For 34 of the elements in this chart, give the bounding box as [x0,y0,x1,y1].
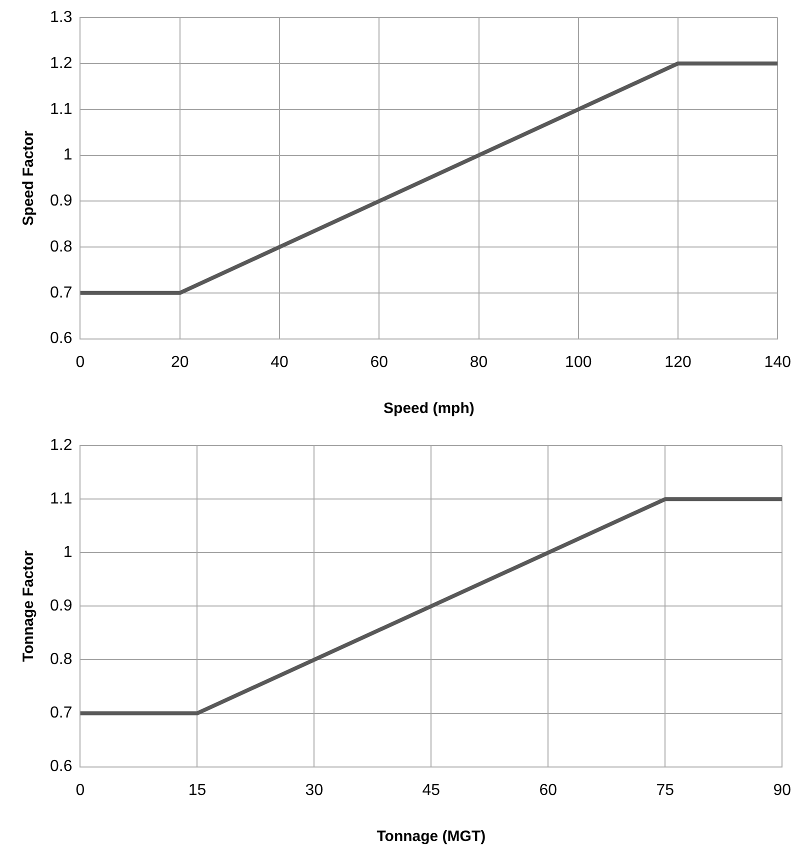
y-tick-label: 0.8 [50,238,72,256]
x-tick-label: 30 [305,782,324,799]
x-tick-label: 0 [76,782,85,799]
y-tick-label: 0.9 [50,192,72,210]
x-tick-label: 15 [188,782,206,799]
y-tick-label: 1.2 [50,54,72,72]
x-tick-label: 75 [656,782,674,799]
x-tick-label: 80 [470,354,488,371]
y-tick-label: 1.1 [50,490,72,508]
x-tick-label: 40 [270,354,288,371]
y-axis-title: Speed Factor [20,130,38,226]
x-tick-label: 120 [664,354,692,371]
y-axis-title: Tonnage Factor [20,550,38,662]
x-tick-label: 60 [370,354,388,371]
y-tick-label: 0.8 [50,651,72,668]
x-tick-label: 140 [764,354,792,371]
x-tick-label: 90 [773,782,792,799]
x-tick-label: 100 [565,354,592,371]
y-tick-label: 0.9 [50,598,72,615]
x-axis-title: Speed (mph) [384,400,474,418]
y-tick-label: 1.3 [50,9,72,26]
y-tick-label: 1.1 [50,100,72,118]
y-tick-label: 0.7 [50,284,72,302]
x-axis-title: Tonnage (MGT) [376,828,486,846]
x-tick-label: 60 [539,782,558,799]
y-tick-label: 1.2 [50,437,72,454]
y-tick-label: 0.6 [50,758,72,776]
x-tick-label: 45 [422,782,440,799]
x-tick-label: 20 [170,354,189,371]
y-tick-label: 0.6 [50,330,72,348]
x-tick-label: 0 [76,354,85,371]
y-tick-label: 1 [63,146,72,164]
y-tick-label: 1 [63,544,72,562]
y-tick-label: 0.7 [50,704,72,722]
